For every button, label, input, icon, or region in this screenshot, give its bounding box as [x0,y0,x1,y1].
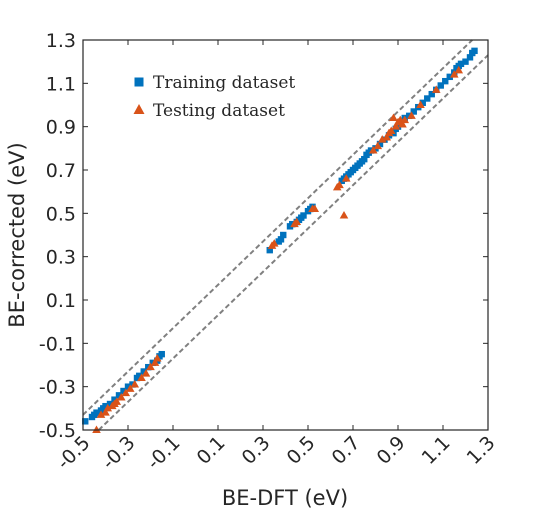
data-point-training [428,90,435,98]
data-point-training [410,108,417,115]
series-triangle [92,65,464,433]
data-point-testing [377,135,387,143]
y-tick-label: 1.1 [46,73,76,95]
data-point-training [82,418,89,425]
y-tick-label: -0.3 [39,377,76,399]
data-point-training [442,77,449,85]
data-point-training [424,95,431,102]
plot-frame [82,39,489,431]
data-point-testing [101,408,110,416]
data-point-testing [125,384,135,392]
data-point-testing [454,65,464,74]
legend-marker-training [134,77,144,87]
data-point-testing [335,180,344,189]
reference-line [82,39,473,416]
data-point-training [446,73,453,81]
data-point-testing [341,174,351,182]
data-point-testing [152,354,162,362]
data-point-training [300,212,307,219]
data-point-training [419,99,426,107]
data-point-training [115,392,123,399]
data-point-training [266,246,273,254]
data-point-testing [391,122,401,130]
data-point-testing [400,115,410,124]
x-tick-label: 1.3 [463,432,500,469]
data-point-testing [269,239,279,247]
data-point-training [158,350,165,358]
x-tick-label: 0.5 [283,432,320,469]
y-tick-label: 0.3 [46,247,76,269]
data-point-testing [398,120,407,128]
y-tick-label: -0.5 [39,420,76,442]
data-point-training [102,402,109,410]
data-point-testing [449,70,459,78]
data-point-testing [386,126,396,134]
y-tick-label: 1.3 [46,30,76,52]
y-tick-label: 0.5 [46,203,76,225]
legend-label-testing: Testing dataset [153,101,285,121]
data-point-training [462,58,469,65]
data-point-testing [112,397,122,405]
data-point-testing [339,211,349,219]
reference-lines [82,39,489,431]
data-point-testing [116,393,126,401]
x-tick-label: 0.3 [238,432,275,469]
data-point-training [140,368,147,375]
data-point-testing [407,111,416,119]
data-point-training [376,140,384,148]
data-point-testing [150,358,160,366]
legend: Training dataset Testing dataset [133,73,295,121]
data-point-testing [92,425,101,433]
data-point-testing [416,100,425,108]
x-tick-label: 1.1 [418,432,455,469]
x-tick-label: -0.3 [98,432,140,474]
data-point-training [361,155,368,163]
data-point-training [466,54,474,61]
data-point-training [136,372,143,380]
y-tick-label: -0.1 [39,333,76,355]
data-point-testing [121,388,131,397]
data-point-testing [373,141,383,150]
data-point-testing [103,403,113,412]
data-point-training [124,383,132,390]
data-point-testing [130,380,140,388]
legend-marker-testing [133,104,145,114]
data-point-training [471,47,478,55]
x-tick-label: 0.9 [373,432,410,469]
data-point-training [277,236,285,243]
y-axis-label: BE-corrected (eV) [5,142,29,327]
data-point-testing [146,362,155,371]
y-tick-label: 0.7 [46,160,76,182]
data-point-testing [431,85,441,93]
data-point-testing [137,373,146,381]
data-point-testing [382,133,392,141]
data-point-testing [141,369,151,377]
y-tick-label: 0.9 [46,117,76,139]
reference-line [98,54,489,431]
data-point-training [280,231,287,239]
data-point-testing [310,204,320,212]
x-tick-label: 0.1 [193,432,230,469]
data-point-training [106,400,114,408]
y-axis-ticks: -0.5 -0.3 -0.1 0.1 0.3 0.5 0.7 0.9 1.1 1.3 [39,30,488,442]
data-point-training [437,82,444,89]
data-point-testing [292,217,302,225]
data-point-training [457,60,465,68]
data-point-training [120,387,127,395]
x-tick-label: 0.7 [328,432,365,469]
y-tick-label: 0.1 [46,290,76,312]
data-point-testing [368,146,378,154]
x-axis-label: BE-DFT (eV) [222,486,348,510]
data-point-testing [96,410,106,418]
x-tick-label: -0.1 [143,432,185,474]
legend-label-training: Training dataset [153,73,295,93]
data-point-testing [389,113,398,121]
data-series [82,47,478,433]
